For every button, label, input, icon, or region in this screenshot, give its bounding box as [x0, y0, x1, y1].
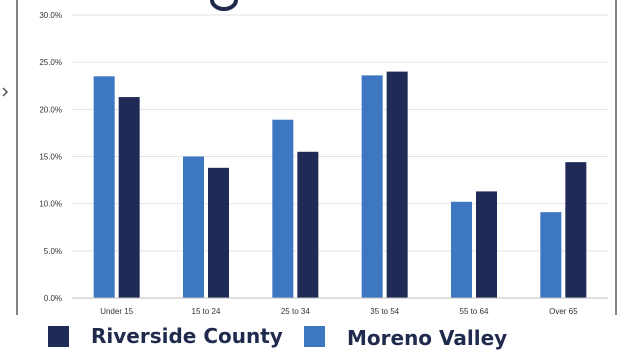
- y-tick-label: 20.0%: [39, 105, 62, 114]
- bar-riverside-county: [386, 71, 408, 298]
- bar-moreno-valley: [540, 212, 562, 298]
- y-axis-tick-labels: 0.0% 5.0% 10.0% 15.0% 20.0% 25.0% 30.0%: [39, 11, 62, 303]
- x-tick-label: 15 to 24: [192, 307, 221, 316]
- cropped-edge-mark: [2, 87, 9, 97]
- bar-moreno-valley: [361, 75, 383, 298]
- bar-riverside-county: [565, 162, 587, 298]
- legend-label-riverside-county: Riverside County: [91, 324, 283, 348]
- y-tick-label: 15.0%: [39, 153, 62, 162]
- bar-riverside-county: [297, 151, 319, 298]
- y-tick-label: 30.0%: [39, 11, 62, 20]
- x-tick-label: Under 15: [100, 307, 133, 316]
- x-tick-label: 35 to 54: [370, 307, 399, 316]
- y-tick-label: 5.0%: [44, 247, 62, 256]
- bar-moreno-valley: [272, 119, 294, 299]
- legend-swatch-riverside-county: [48, 326, 69, 347]
- y-tick-label: 0.0%: [44, 294, 62, 303]
- x-tick-label: 25 to 34: [281, 307, 310, 316]
- bar-moreno-valley: [451, 201, 472, 298]
- bar-riverside-county: [208, 167, 229, 298]
- legend-swatch-moreno-valley: [304, 326, 325, 347]
- cropped-title-fragment: [210, 0, 238, 11]
- bar-riverside-county: [476, 191, 497, 298]
- gridlines: [72, 14, 608, 252]
- legend: Riverside County Moreno Valley: [48, 324, 507, 350]
- legend-label-moreno-valley: Moreno Valley: [347, 326, 507, 350]
- bar-moreno-valley: [183, 156, 204, 298]
- y-tick-label: 25.0%: [39, 58, 62, 67]
- x-tick-label: Over 65: [549, 307, 578, 316]
- x-axis-tick-labels: Under 15 15 to 24 25 to 34 35 to 54 55 to 64…: [100, 307, 578, 316]
- bars: [93, 71, 587, 299]
- bar-riverside-county: [118, 97, 140, 298]
- y-tick-label: 10.0%: [39, 200, 62, 209]
- bar-moreno-valley: [93, 76, 115, 298]
- x-tick-label: 55 to 64: [460, 307, 489, 316]
